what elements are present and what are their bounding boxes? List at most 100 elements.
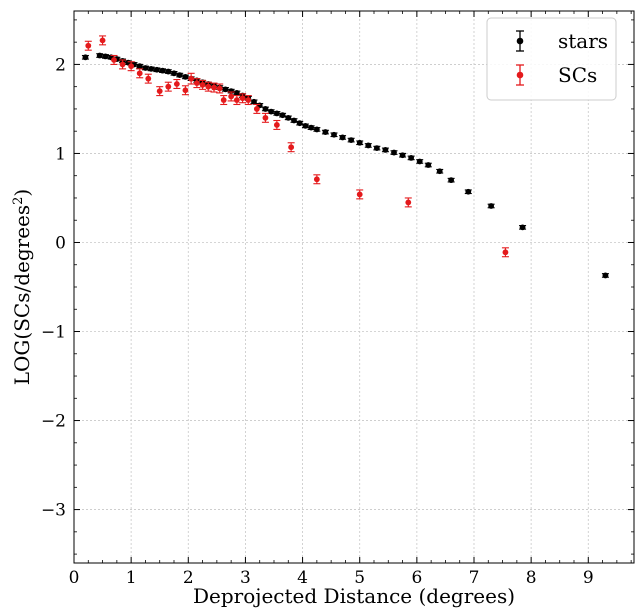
- point-stars-56: [488, 203, 495, 209]
- y-axis-label-close: ): [10, 189, 34, 197]
- point-stars-36: [296, 120, 303, 127]
- point-stars-54: [448, 177, 455, 184]
- point-scs-10: [182, 87, 189, 94]
- x-tick-label-3: 3: [240, 568, 251, 588]
- point-stars-13: [165, 68, 172, 75]
- point-scs-26: [313, 176, 320, 183]
- point-stars-1: [96, 52, 103, 59]
- grid: [73, 11, 634, 563]
- point-stars-48: [391, 149, 397, 156]
- series-scs: [84, 35, 509, 258]
- y-tick-label-3: 0: [55, 233, 66, 253]
- point-stars-25: [233, 90, 240, 96]
- point-stars-44: [356, 139, 363, 146]
- point-scs-12: [193, 80, 200, 87]
- point-stars-23: [222, 86, 229, 93]
- point-stars-46: [373, 145, 380, 152]
- x-tick-label-2: 2: [183, 568, 194, 588]
- point-stars-53: [436, 168, 443, 175]
- point-scs-22: [253, 106, 260, 112]
- y-tick-label-4: 1: [55, 144, 66, 164]
- point-scs-8: [165, 83, 172, 90]
- point-stars-58: [602, 272, 609, 279]
- x-tick-label-7: 7: [469, 568, 480, 588]
- point-stars-34: [285, 114, 292, 121]
- point-stars-2: [102, 53, 109, 60]
- x-tick-label-8: 8: [526, 568, 537, 588]
- point-stars-43: [348, 137, 355, 143]
- point-scs-14: [205, 83, 212, 90]
- point-stars-51: [416, 158, 423, 165]
- series-layer: [81, 35, 609, 279]
- x-tick-label-1: 1: [126, 568, 137, 588]
- point-scs-2: [111, 57, 117, 63]
- x-tick-label-6: 6: [411, 568, 422, 588]
- x-tick-label-5: 5: [354, 568, 365, 588]
- point-stars-24: [228, 88, 235, 95]
- point-scs-19: [233, 97, 240, 103]
- point-stars-16: [182, 73, 189, 80]
- point-scs-0: [85, 42, 92, 49]
- point-scs-13: [199, 81, 206, 88]
- point-stars-37: [302, 122, 309, 129]
- point-scs-15: [211, 84, 217, 91]
- point-stars-50: [408, 155, 415, 161]
- point-stars-15: [176, 72, 183, 79]
- point-stars-32: [273, 110, 280, 117]
- point-stars-30: [262, 106, 269, 112]
- point-stars-41: [331, 131, 337, 138]
- point-scs-5: [136, 70, 143, 77]
- point-scs-6: [145, 75, 152, 82]
- y-tick-label-0: −3: [41, 501, 66, 521]
- x-tick-label-4: 4: [297, 568, 308, 588]
- point-stars-39: [313, 126, 320, 133]
- point-stars-45: [365, 142, 372, 149]
- x-tick-label-0: 0: [69, 568, 80, 588]
- point-scs-7: [156, 88, 163, 95]
- point-stars-14: [171, 70, 177, 77]
- point-stars-52: [425, 162, 432, 168]
- y-tick-label-5: 2: [55, 55, 66, 75]
- point-scs-9: [173, 81, 180, 87]
- point-scs-24: [273, 122, 280, 128]
- y-tick-label-2: −1: [41, 323, 66, 343]
- point-scs-3: [119, 61, 126, 68]
- point-stars-42: [339, 134, 346, 141]
- point-stars-8: [136, 63, 143, 70]
- point-stars-31: [268, 108, 275, 115]
- y-tick-label-1: −2: [41, 412, 66, 432]
- point-stars-9: [142, 65, 149, 71]
- point-stars-49: [399, 152, 406, 159]
- point-scs-18: [228, 93, 235, 100]
- point-scs-23: [262, 114, 269, 121]
- point-scs-29: [502, 249, 509, 256]
- x-tick-label-9: 9: [583, 568, 594, 588]
- legend-marker-stars: [516, 30, 524, 52]
- legend-marker-scs: [516, 64, 524, 86]
- y-axis-label-main: LOG(SCs/degrees: [10, 205, 34, 385]
- point-scs-25: [288, 144, 295, 151]
- point-scs-21: [245, 97, 252, 103]
- legend: stars SCs: [486, 17, 617, 101]
- point-stars-55: [465, 188, 472, 195]
- y-axis-label: LOG(SCs/degrees2): [10, 189, 34, 386]
- point-stars-47: [382, 146, 389, 153]
- point-stars-57: [519, 224, 526, 231]
- point-stars-10: [148, 65, 155, 72]
- legend-label-scs: SCs: [558, 63, 597, 87]
- point-stars-11: [153, 66, 160, 73]
- point-scs-16: [216, 85, 223, 92]
- point-stars-12: [159, 67, 166, 74]
- point-scs-17: [220, 97, 227, 103]
- point-stars-33: [279, 112, 286, 119]
- point-stars-35: [291, 117, 297, 124]
- point-scs-27: [356, 191, 363, 198]
- y-axis-label-sup: 2: [11, 197, 26, 205]
- point-stars-0: [82, 54, 89, 61]
- point-stars-28: [251, 98, 257, 105]
- point-scs-1: [99, 37, 106, 44]
- point-scs-28: [405, 199, 412, 206]
- point-scs-20: [239, 95, 246, 102]
- point-scs-11: [188, 75, 195, 82]
- point-stars-38: [308, 124, 315, 131]
